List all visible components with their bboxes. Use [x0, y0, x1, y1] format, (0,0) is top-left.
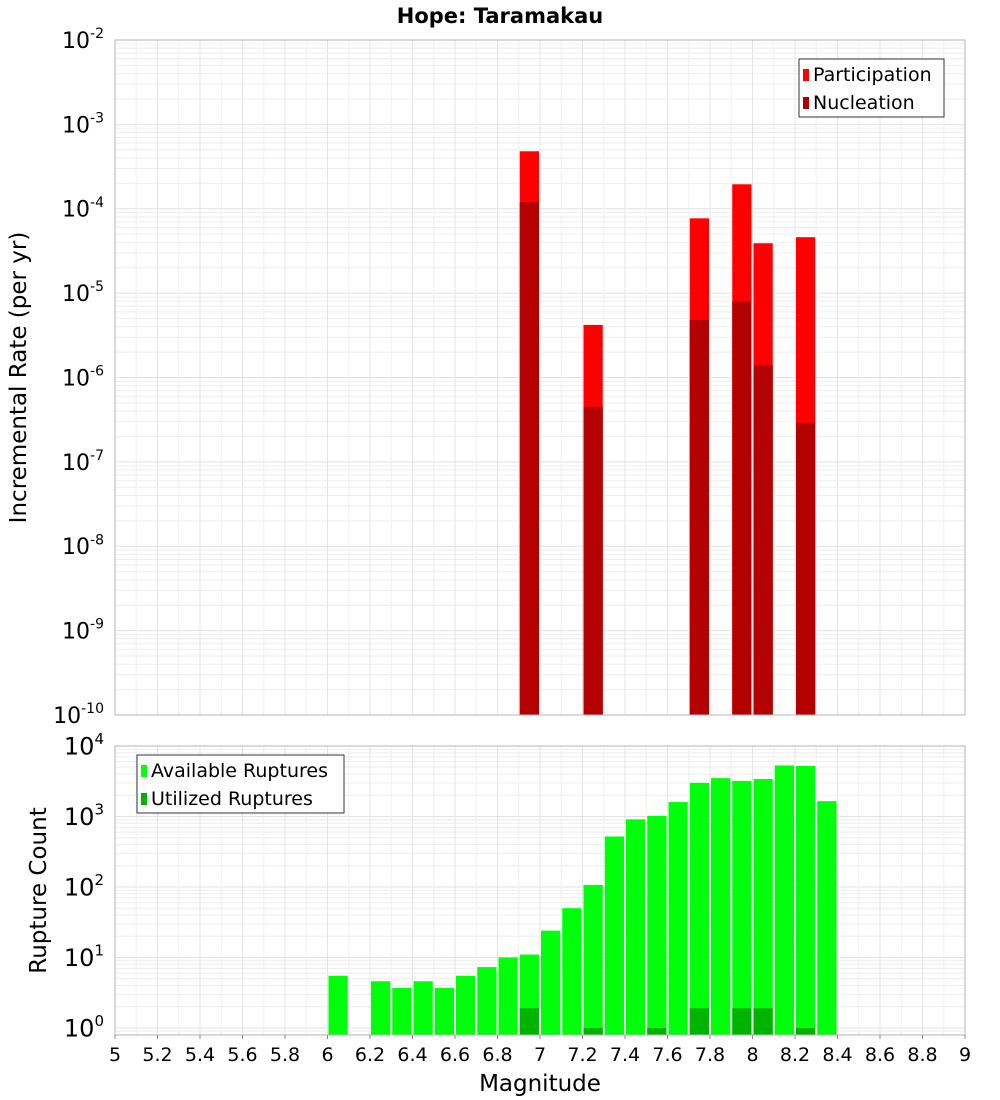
x-tick-label: 5 — [109, 1044, 121, 1066]
bar — [583, 1027, 603, 1035]
bar — [371, 981, 391, 1035]
bar — [583, 884, 603, 1035]
bar — [519, 202, 539, 715]
bar — [753, 365, 773, 715]
bar — [328, 975, 348, 1035]
series-nucleation — [519, 202, 816, 715]
legend-label: Participation — [813, 64, 932, 86]
y-tick-label: 10-5 — [62, 279, 104, 307]
x-tick-label: 7 — [534, 1044, 546, 1066]
y-tick-label: 101 — [64, 941, 104, 972]
bar — [796, 766, 816, 1035]
bar — [647, 1027, 667, 1035]
bar — [753, 779, 773, 1035]
x-tick-label: 7.8 — [695, 1044, 725, 1066]
y-axis-title: Incremental Rate (per yr) — [6, 232, 32, 524]
x-axis-title: Magnitude — [479, 1071, 601, 1097]
x-axis: 5 5.2 5.4 5.6 5.8 6 6.2 6.4 6.6 6.8 7 7.2 7.4 7.6 7.8 8… — [109, 1035, 971, 1097]
x-tick-label: 6.6 — [440, 1044, 470, 1066]
x-tick-label: 5.6 — [227, 1044, 257, 1066]
bar — [732, 780, 752, 1035]
bar — [392, 987, 412, 1035]
panel-rates: 10-2 10-3 10-4 10-5 10-6 10-7 10-8 10-9 10-10 Inc… — [6, 26, 966, 729]
bar — [541, 930, 561, 1035]
legend: Available Ruptures Utilized Ruptures — [136, 754, 345, 814]
x-tick-label: 5.4 — [185, 1044, 215, 1066]
legend-box — [136, 754, 345, 814]
bar — [774, 765, 794, 1035]
bar — [604, 836, 624, 1035]
bar — [753, 1008, 773, 1035]
legend-swatch — [141, 793, 147, 805]
bar — [498, 957, 518, 1035]
bar — [413, 981, 433, 1035]
x-tick-label: 5.2 — [142, 1044, 172, 1066]
y-tick-label: 10-10 — [53, 701, 104, 729]
legend-swatch — [141, 765, 147, 777]
x-tick-label: 8.8 — [907, 1044, 937, 1066]
x-tick-label: 8.2 — [780, 1044, 810, 1066]
x-tick-label: 6.4 — [397, 1044, 427, 1066]
bar — [668, 802, 688, 1035]
x-tick-label: 7.4 — [610, 1044, 640, 1066]
bar — [434, 987, 454, 1035]
bar — [732, 1008, 752, 1035]
bar — [626, 819, 646, 1035]
y-axis-title: Rupture Count — [26, 807, 52, 973]
x-tick-label: 5.8 — [270, 1044, 300, 1066]
bar — [519, 1008, 539, 1035]
bar — [689, 320, 709, 715]
legend-swatch — [803, 69, 809, 81]
y-tick-label: 100 — [64, 1012, 104, 1043]
legend-box — [798, 58, 945, 118]
x-tick-label: 8 — [746, 1044, 758, 1066]
bar — [689, 1008, 709, 1035]
x-tick-label: 6.8 — [482, 1044, 512, 1066]
legend-label: Utilized Ruptures — [151, 788, 313, 810]
bar — [732, 301, 752, 715]
bar — [562, 908, 582, 1035]
legend: Participation Nucleation — [798, 58, 945, 118]
y-tick-label: 10-4 — [62, 195, 104, 223]
y-tick-label: 10-2 — [62, 26, 104, 54]
bar — [647, 815, 667, 1035]
bar — [796, 422, 816, 715]
bar — [583, 406, 603, 715]
legend-swatch — [803, 97, 809, 109]
plot-frame — [114, 39, 966, 716]
legend-label: Available Ruptures — [151, 760, 328, 782]
bar — [477, 967, 497, 1035]
chart-title: Hope: Taramakau — [397, 4, 603, 28]
series-utilized-ruptures — [519, 1008, 816, 1035]
x-tick-label: 6.2 — [355, 1044, 385, 1066]
bar — [817, 801, 837, 1035]
bar — [456, 975, 476, 1035]
bar — [711, 778, 731, 1035]
y-tick-label: 103 — [64, 800, 104, 831]
x-tick-label: 7.2 — [567, 1044, 597, 1066]
x-tick-label: 6 — [321, 1044, 333, 1066]
y-tick-label: 102 — [64, 871, 104, 902]
bar — [796, 1027, 816, 1035]
y-tick-label: 10-8 — [62, 532, 104, 560]
x-tick-label: 7.6 — [652, 1044, 682, 1066]
series-available-ruptures — [328, 765, 837, 1035]
bar — [689, 782, 709, 1035]
y-tick-label: 10-6 — [62, 364, 104, 392]
y-tick-label: 10-9 — [62, 617, 104, 645]
y-tick-label: 10-7 — [62, 448, 104, 476]
y-tick-label: 10-3 — [62, 110, 104, 138]
x-tick-label: 8.4 — [822, 1044, 852, 1066]
y-tick-label: 104 — [64, 730, 104, 761]
panel-counts: 104 103 102 101 100 Rupture Count Available Ru… — [26, 730, 966, 1043]
x-tick-label: 9 — [959, 1044, 971, 1066]
legend-label: Nucleation — [813, 92, 915, 114]
x-tick-label: 8.6 — [865, 1044, 895, 1066]
